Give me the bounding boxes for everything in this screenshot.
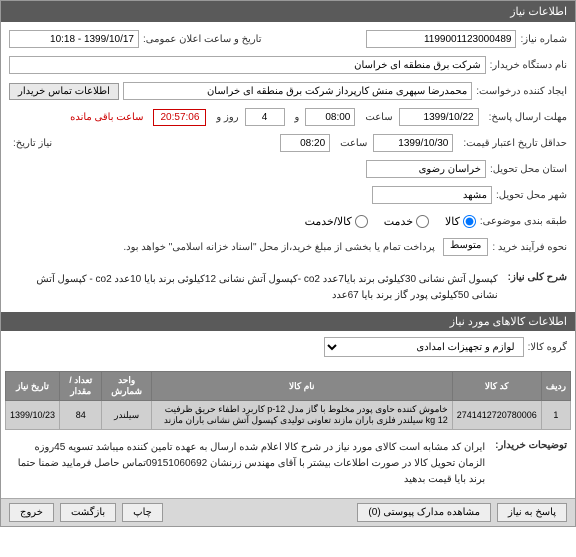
price-date-input[interactable] xyxy=(373,134,453,152)
response-date-input[interactable] xyxy=(399,108,479,126)
col-unit: واحد شمارش xyxy=(102,372,151,401)
col-code: کد کالا xyxy=(452,372,541,401)
panel-header: اطلاعات نیاز xyxy=(1,1,575,22)
header-title: اطلاعات نیاز xyxy=(510,6,567,18)
price-validity-label: حداقل تاریخ اعتبار قیمت: xyxy=(463,138,567,149)
cat-goods-radio[interactable]: کالا xyxy=(445,215,476,228)
buyer-org-input[interactable] xyxy=(9,56,486,74)
footer-bar: پاسخ به نیاز مشاهده مدارک پیوستی (0) چاپ… xyxy=(1,498,575,526)
category-radio-group: کالا خدمت کالا/خدمت xyxy=(305,215,476,228)
price-time-input[interactable] xyxy=(280,134,330,152)
announce-label: تاریخ و ساعت اعلان عمومی: xyxy=(143,34,262,45)
print-button[interactable]: چاپ xyxy=(122,503,163,522)
contact-buyer-button[interactable]: اطلاعات تماس خریدار xyxy=(9,83,119,100)
requester-label: ایجاد کننده درخواست: xyxy=(476,86,567,97)
group-label: گروه کالا: xyxy=(528,342,567,353)
and-label: و xyxy=(295,112,300,123)
category-label: طبقه بندی موضوعی: xyxy=(480,216,567,227)
cat-service-radio[interactable]: خدمت xyxy=(384,215,429,228)
delivery-city-input[interactable] xyxy=(372,186,492,204)
goods-header: اطلاعات کالاهای مورد نیاز xyxy=(1,312,575,331)
table-header-row: ردیف کد کالا نام کالا واحد شمارش تعداد /… xyxy=(6,372,571,401)
process-text: پرداخت تمام یا بخشی از مبلغ خرید،از محل … xyxy=(123,242,435,253)
need-number-input[interactable] xyxy=(366,30,516,48)
col-name: نام کالا xyxy=(151,372,452,401)
table-row[interactable]: 1 2741412720780006 خاموش کننده حاوی پودر… xyxy=(6,401,571,430)
time-label-1: ساعت xyxy=(365,112,392,123)
days-input[interactable] xyxy=(245,108,285,126)
attachments-button[interactable]: مشاهده مدارک پیوستی (0) xyxy=(357,503,491,522)
col-qty: تعداد / مقدار xyxy=(60,372,102,401)
reply-button[interactable]: پاسخ به نیاز xyxy=(497,503,567,522)
cell-unit: سیلندر xyxy=(102,401,151,430)
cell-index: 1 xyxy=(541,401,570,430)
process-label: نحوه فرآیند خرید : xyxy=(492,242,567,253)
response-time-input[interactable] xyxy=(305,108,355,126)
buyer-notes-label: توضیحات خریدار: xyxy=(495,440,567,451)
exit-button[interactable]: خروج xyxy=(9,503,54,522)
cat-goods-service-radio[interactable]: کالا/خدمت xyxy=(305,215,368,228)
summary-header: شرح کلی نیاز: xyxy=(508,272,567,283)
goods-table-wrap: ردیف کد کالا نام کالا واحد شمارش تعداد /… xyxy=(1,367,575,434)
need-number-label: شماره نیاز: xyxy=(520,34,567,45)
countdown-timer: 20:57:06 xyxy=(153,109,206,126)
response-deadline-label: مهلت ارسال پاسخ: xyxy=(489,112,567,123)
requester-input[interactable] xyxy=(123,82,472,100)
col-index: ردیف xyxy=(541,372,570,401)
delivery-province-input[interactable] xyxy=(366,160,486,178)
cell-name: خاموش کننده حاوی پودر مخلوط با گاز مدل 1… xyxy=(151,401,452,430)
form-section: شماره نیاز: تاریخ و ساعت اعلان عمومی: نا… xyxy=(1,22,575,268)
delivery-city-label: شهر محل تحویل: xyxy=(496,190,567,201)
time-label-2: ساعت xyxy=(340,138,367,149)
remaining-label: ساعت باقی مانده xyxy=(70,112,143,123)
col-date: تاریخ نیاز xyxy=(6,372,60,401)
cell-date: 1399/10/23 xyxy=(6,401,60,430)
buyer-notes-text: ایران کد مشابه است کالای مورد نیاز در شر… xyxy=(9,440,491,488)
days-label: روز و xyxy=(216,112,238,123)
cell-qty: 84 xyxy=(60,401,102,430)
announce-input[interactable] xyxy=(9,30,139,48)
buyer-org-label: نام دستگاه خریدار: xyxy=(490,60,567,71)
process-tag: متوسط xyxy=(443,238,488,256)
summary-text: کپسول آتش نشانی 30کیلوئی برند بایا7عدد c… xyxy=(9,272,504,304)
main-panel: اطلاعات نیاز شماره نیاز: تاریخ و ساعت اع… xyxy=(0,0,576,527)
cell-code: 2741412720780006 xyxy=(452,401,541,430)
goods-table: ردیف کد کالا نام کالا واحد شمارش تعداد /… xyxy=(5,371,571,430)
history-label: نیاز تاریخ: xyxy=(13,138,52,149)
delivery-province-label: استان محل تحویل: xyxy=(490,164,567,175)
back-button[interactable]: بازگشت xyxy=(60,503,116,522)
group-select[interactable]: لوازم و تجهیزات امدادی xyxy=(324,337,524,357)
